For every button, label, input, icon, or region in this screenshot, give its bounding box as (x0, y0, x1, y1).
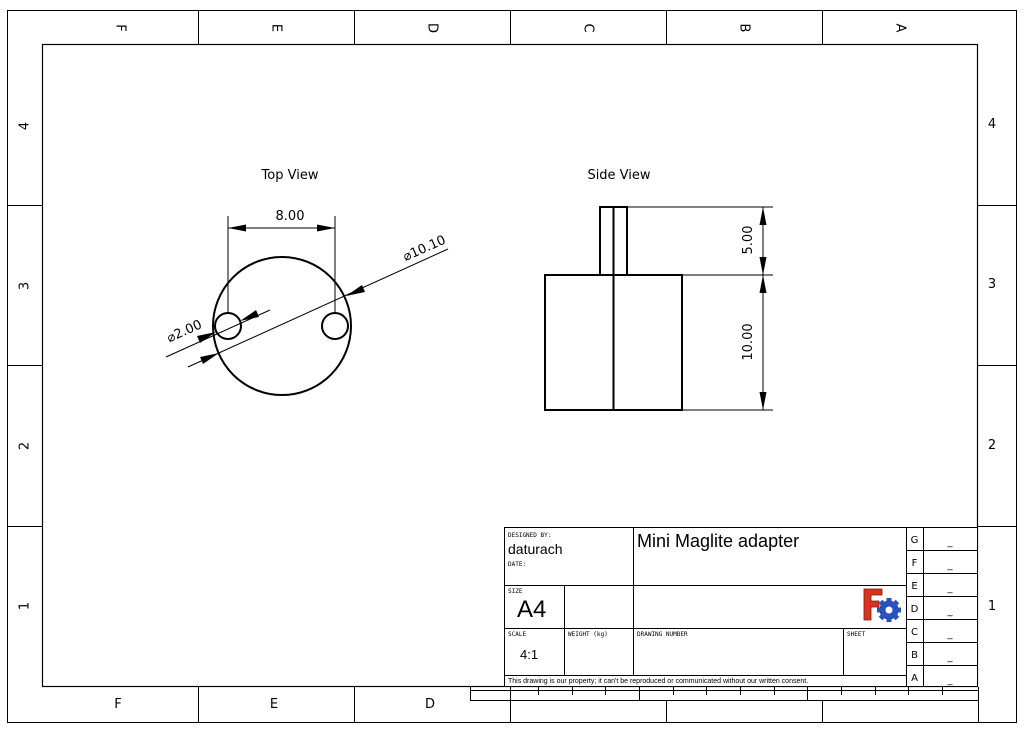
top-view-hole-right (321, 312, 349, 340)
zone-dividers-bottom (198, 687, 823, 722)
side-view: Side View 5.00 10.00 (544, 168, 773, 411)
weight-label: WEIGHT (kg) (568, 631, 608, 638)
zone-label-top-a: A (893, 24, 908, 33)
top-view: Top View 8.00 ⌀10.10 ⌀2.00 (165, 168, 449, 396)
top-view-label: Top View (261, 168, 319, 183)
zone-label-top-b: B (737, 24, 752, 33)
top-view-outer-circle (212, 256, 352, 396)
revision-value-e: _ (947, 583, 954, 594)
dim-outer-diameter-arrow-right (346, 285, 365, 296)
revision-letter-c: C (911, 627, 918, 638)
revision-value-a: _ (947, 675, 954, 686)
revision-value-b: _ (947, 652, 954, 663)
scale-value: 4:1 (520, 647, 538, 662)
zone-labels-bottom: F E D (114, 697, 435, 712)
revision-letter-e: E (911, 581, 917, 592)
scale-label: SCALE (508, 631, 526, 638)
zone-label-top-c: C (581, 23, 596, 32)
zone-labels-left: 4 3 2 1 (18, 122, 33, 610)
dim-top-width-label: 8.00 (276, 209, 305, 224)
outer-frame (7, 10, 1017, 723)
zone-label-bottom-f: F (114, 697, 121, 712)
revision-letter-b: B (911, 650, 918, 661)
zone-label-top-f: F (113, 24, 128, 31)
zone-label-left-4: 4 (18, 122, 33, 130)
dim-8-arrow-right (317, 224, 335, 232)
zone-label-left-3: 3 (18, 282, 33, 290)
dim-side-height-body-label: 10.00 (741, 323, 756, 360)
dim-outer-diameter-line (187, 248, 449, 368)
revision-letter-a: A (911, 673, 918, 684)
size-value: A4 (517, 596, 546, 623)
property-notice: This drawing is our property; it can't b… (508, 678, 808, 685)
dim-10-arrow-top (759, 275, 767, 293)
revision-letter-d: D (911, 604, 919, 615)
zone-label-bottom-e: E (270, 697, 278, 712)
revision-letter-f: F (912, 558, 918, 569)
revision-value-g: _ (947, 537, 954, 548)
drawing-title: Mini Maglite adapter (637, 531, 799, 551)
dim-8-arrow-left (228, 224, 246, 232)
zone-dividers-top (198, 10, 823, 44)
scale-ruler (470, 687, 979, 722)
zone-dividers-sides (7, 205, 1016, 527)
dim-5-arrow-top (759, 207, 767, 225)
zone-label-right-4: 4 (988, 117, 996, 132)
revision-value-f: _ (947, 560, 954, 571)
revision-letter-g: G (911, 535, 919, 546)
zone-label-top-e: E (269, 24, 284, 32)
designed-by-label: DESIGNED BY: (508, 532, 551, 539)
designed-by-value: daturach (508, 541, 562, 557)
date-label: DATE: (508, 561, 526, 568)
sheet-label: SHEET (847, 631, 865, 638)
zone-label-left-2: 2 (18, 442, 33, 450)
title-block-grid (505, 527, 978, 687)
revision-value-c: _ (947, 629, 954, 640)
freecad-logo-icon (863, 588, 901, 622)
title-block: DESIGNED BY: daturach DATE: Mini Maglite… (504, 527, 978, 687)
dim-side-height-top-label: 5.00 (741, 226, 756, 255)
dim-hole-diameter-arrow-left (197, 332, 216, 343)
revision-value-d: _ (947, 606, 954, 617)
zone-label-right-2: 2 (988, 438, 996, 453)
title-block-frame (504, 527, 978, 687)
dim-outer-diameter-arrow-left (200, 353, 219, 364)
zone-labels-right: 4 3 2 1 (988, 117, 996, 614)
zone-labels-top: F E D C B A (113, 23, 908, 33)
dim-5-arrow-bottom (759, 257, 767, 275)
drawing-number-label: DRAWING NUMBER (637, 631, 688, 638)
zone-label-top-d: D (425, 23, 440, 33)
dim-10-arrow-bottom (759, 392, 767, 410)
dim-hole-diameter-arrow-right (240, 310, 259, 321)
top-view-hole-left (214, 312, 242, 340)
size-label: SIZE (508, 588, 523, 595)
zone-label-bottom-d: D (425, 697, 435, 712)
zone-label-left-1: 1 (18, 602, 33, 610)
zone-label-right-3: 3 (988, 277, 996, 292)
zone-label-right-1: 1 (988, 599, 996, 614)
side-view-label: Side View (587, 168, 650, 183)
